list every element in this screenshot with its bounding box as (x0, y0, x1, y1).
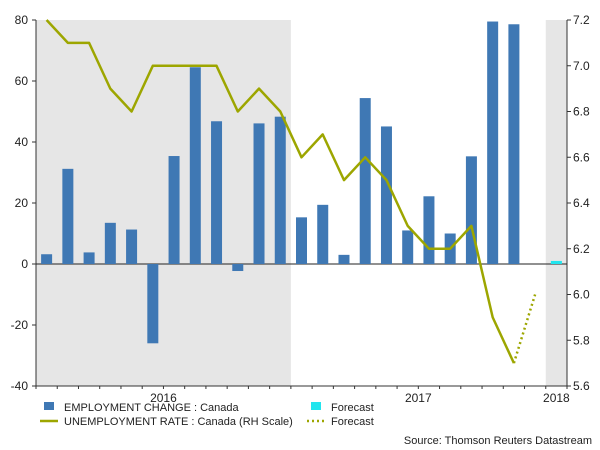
legend-label: UNEMPLOYMENT RATE : Canada (RH Scale) (64, 416, 293, 428)
employment-bar (296, 217, 307, 264)
legend-swatch (311, 402, 321, 410)
employment-bar (168, 156, 180, 264)
right-tick-label: 6.4 (573, 196, 590, 210)
left-tick-label: 40 (15, 135, 29, 149)
employment-bar (338, 254, 350, 264)
right-tick-label: 6.8 (573, 105, 590, 119)
employment-bar (126, 229, 138, 264)
bar-series (41, 21, 562, 344)
employment-bar (359, 98, 371, 264)
employment-bar (317, 204, 329, 264)
right-tick-label: 6.2 (573, 242, 590, 256)
left-tick-label: 20 (15, 196, 29, 210)
employment-bar (232, 264, 244, 272)
employment-bar (487, 21, 499, 265)
forecast-bar (550, 260, 562, 264)
right-tick-label: 7.0 (573, 59, 590, 73)
employment-bar (380, 126, 392, 264)
x-label-2018: 2018 (543, 391, 570, 405)
left-axis-ticks: 80 60 40 20 0 -20 -40 (11, 13, 36, 393)
employment-bar (189, 67, 201, 265)
employment-bar (104, 222, 116, 264)
right-axis-ticks: 7.2 7.0 6.8 6.6 6.4 6.2 6.0 5.8 5.6 (567, 13, 590, 393)
shaded-period-2018 (545, 20, 567, 386)
left-tick-label: 80 (15, 13, 29, 27)
employment-bar (253, 123, 265, 265)
legend-label: EMPLOYMENT CHANGE : Canada (64, 402, 240, 414)
shaded-periods (36, 20, 567, 386)
employment-bar (62, 168, 74, 264)
right-tick-label: 6.6 (573, 150, 590, 164)
legend: EMPLOYMENT CHANGE : Canada Forecast UNEMPL… (40, 402, 374, 428)
employment-bar (211, 121, 223, 264)
legend-label: Forecast (331, 402, 374, 414)
employment-bar (41, 254, 53, 264)
employment-bar (423, 196, 435, 264)
employment-bar (465, 156, 477, 264)
right-tick-label: 6.0 (573, 288, 590, 302)
left-tick-label: -40 (11, 379, 29, 393)
x-label-2016: 2016 (150, 391, 177, 405)
shaded-period-2016 (36, 20, 291, 386)
employment-bar (508, 24, 520, 264)
legend-swatch (44, 402, 54, 410)
forecast-line (512, 294, 537, 364)
left-tick-label: -20 (11, 318, 29, 332)
left-tick-label: 0 (21, 257, 28, 271)
right-tick-label: 5.6 (573, 379, 590, 393)
right-tick-label: 7.2 (573, 13, 590, 27)
source-note: Source: Thomson Reuters Datastream (404, 435, 592, 447)
unemployment-line (45, 19, 516, 364)
left-tick-label: 60 (15, 74, 29, 88)
line-series (45, 19, 537, 364)
legend-label: Forecast (331, 416, 374, 428)
employment-bar (274, 116, 286, 264)
x-label-2017: 2017 (405, 391, 432, 405)
employment-bar (83, 252, 95, 264)
employment-bar (147, 264, 159, 344)
x-axis-labels: 2016 2017 2018 (35, 386, 570, 405)
right-tick-label: 5.8 (573, 333, 590, 347)
employment-bar (402, 230, 414, 264)
